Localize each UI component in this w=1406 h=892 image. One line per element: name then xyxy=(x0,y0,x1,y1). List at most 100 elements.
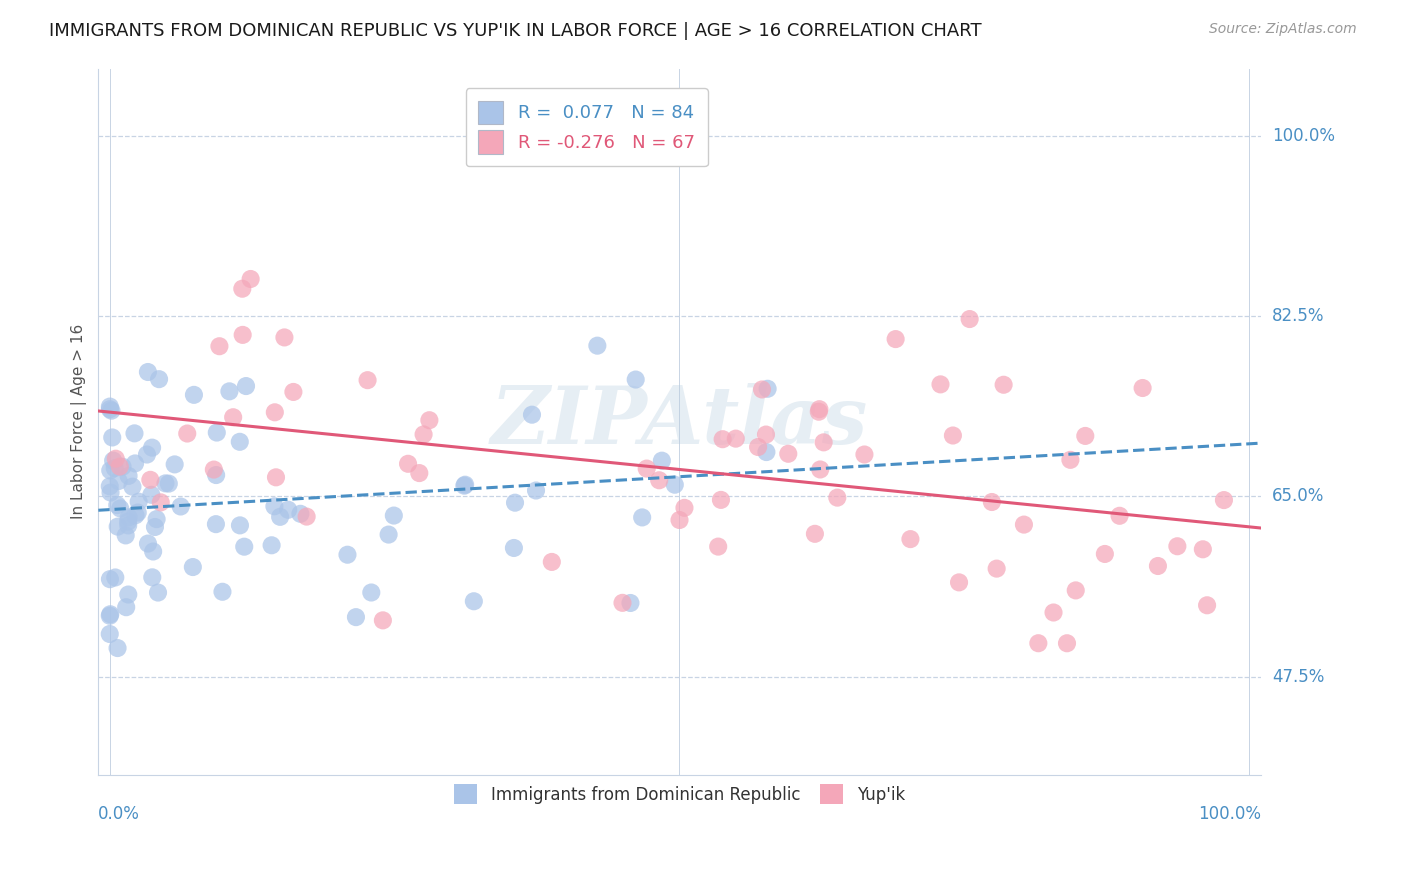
Point xyxy=(1028,636,1050,650)
Point xyxy=(111,459,134,474)
Point xyxy=(143,520,166,534)
Point xyxy=(263,405,285,419)
Point xyxy=(807,405,830,419)
Point xyxy=(136,536,159,550)
Point xyxy=(377,527,399,541)
Point xyxy=(755,445,778,459)
Point xyxy=(208,339,231,353)
Point xyxy=(101,453,124,467)
Point xyxy=(948,575,970,590)
Point xyxy=(273,330,295,344)
Point xyxy=(264,470,287,484)
Point xyxy=(1197,599,1219,613)
Point xyxy=(1056,636,1078,650)
Point xyxy=(136,448,159,462)
Point xyxy=(115,600,138,615)
Point xyxy=(648,473,671,487)
Point xyxy=(756,382,779,396)
Point xyxy=(283,384,305,399)
Point xyxy=(624,373,647,387)
Point xyxy=(1074,429,1097,443)
Point xyxy=(124,457,146,471)
Point xyxy=(148,372,170,386)
Point xyxy=(139,473,162,487)
Point xyxy=(884,332,907,346)
Point xyxy=(1108,508,1130,523)
Point xyxy=(100,485,122,500)
Point xyxy=(170,500,193,514)
Point xyxy=(295,509,318,524)
Point xyxy=(263,500,285,514)
Point xyxy=(205,517,228,532)
Legend: Immigrants from Dominican Republic, Yup'ik: Immigrants from Dominican Republic, Yup'… xyxy=(446,775,914,813)
Point xyxy=(804,526,827,541)
Point xyxy=(664,477,686,491)
Point xyxy=(98,608,121,623)
Point xyxy=(942,428,965,442)
Point xyxy=(110,501,132,516)
Point xyxy=(454,477,477,491)
Point xyxy=(157,476,180,491)
Point xyxy=(619,596,641,610)
Text: 47.5%: 47.5% xyxy=(1272,668,1324,686)
Point xyxy=(145,512,167,526)
Point xyxy=(239,272,262,286)
Point xyxy=(205,468,228,483)
Point xyxy=(755,427,778,442)
Point xyxy=(673,500,696,515)
Point xyxy=(503,496,526,510)
Point xyxy=(107,474,129,488)
Point xyxy=(235,379,257,393)
Point xyxy=(710,492,733,507)
Point xyxy=(142,544,165,558)
Point xyxy=(808,462,831,476)
Point xyxy=(124,508,146,523)
Point xyxy=(232,327,254,342)
Point xyxy=(356,373,378,387)
Point xyxy=(751,383,773,397)
Point xyxy=(98,402,121,417)
Point xyxy=(163,458,186,472)
Point xyxy=(202,462,225,476)
Point xyxy=(107,519,129,533)
Point xyxy=(117,469,139,483)
Point xyxy=(959,312,981,326)
Y-axis label: In Labor Force | Age > 16: In Labor Force | Age > 16 xyxy=(72,324,87,519)
Point xyxy=(418,413,440,427)
Text: IMMIGRANTS FROM DOMINICAN REPUBLIC VS YUP'IK IN LABOR FORCE | AGE > 16 CORRELATI: IMMIGRANTS FROM DOMINICAN REPUBLIC VS YU… xyxy=(49,22,981,40)
Text: 100.0%: 100.0% xyxy=(1198,805,1261,823)
Point xyxy=(183,388,205,402)
Text: 82.5%: 82.5% xyxy=(1272,307,1324,325)
Point xyxy=(205,425,228,440)
Point xyxy=(1192,542,1215,557)
Point xyxy=(412,427,434,442)
Point xyxy=(181,560,204,574)
Point xyxy=(124,426,146,441)
Point xyxy=(668,513,690,527)
Point xyxy=(260,538,283,552)
Point xyxy=(503,541,526,555)
Point xyxy=(1042,606,1064,620)
Point xyxy=(114,528,136,542)
Point xyxy=(141,488,163,502)
Point xyxy=(371,613,394,627)
Point xyxy=(146,585,169,599)
Point xyxy=(211,584,233,599)
Point xyxy=(98,572,121,586)
Point xyxy=(808,402,831,417)
Point xyxy=(149,495,172,509)
Point xyxy=(1059,453,1081,467)
Point xyxy=(1132,381,1154,395)
Point xyxy=(277,502,299,516)
Point xyxy=(290,507,312,521)
Point xyxy=(993,377,1015,392)
Point xyxy=(101,430,124,444)
Point xyxy=(1147,559,1170,574)
Text: 0.0%: 0.0% xyxy=(98,805,141,823)
Point xyxy=(127,506,149,520)
Point xyxy=(1213,493,1236,508)
Point xyxy=(1166,539,1188,553)
Point xyxy=(117,515,139,529)
Point xyxy=(176,426,198,441)
Point xyxy=(747,440,769,454)
